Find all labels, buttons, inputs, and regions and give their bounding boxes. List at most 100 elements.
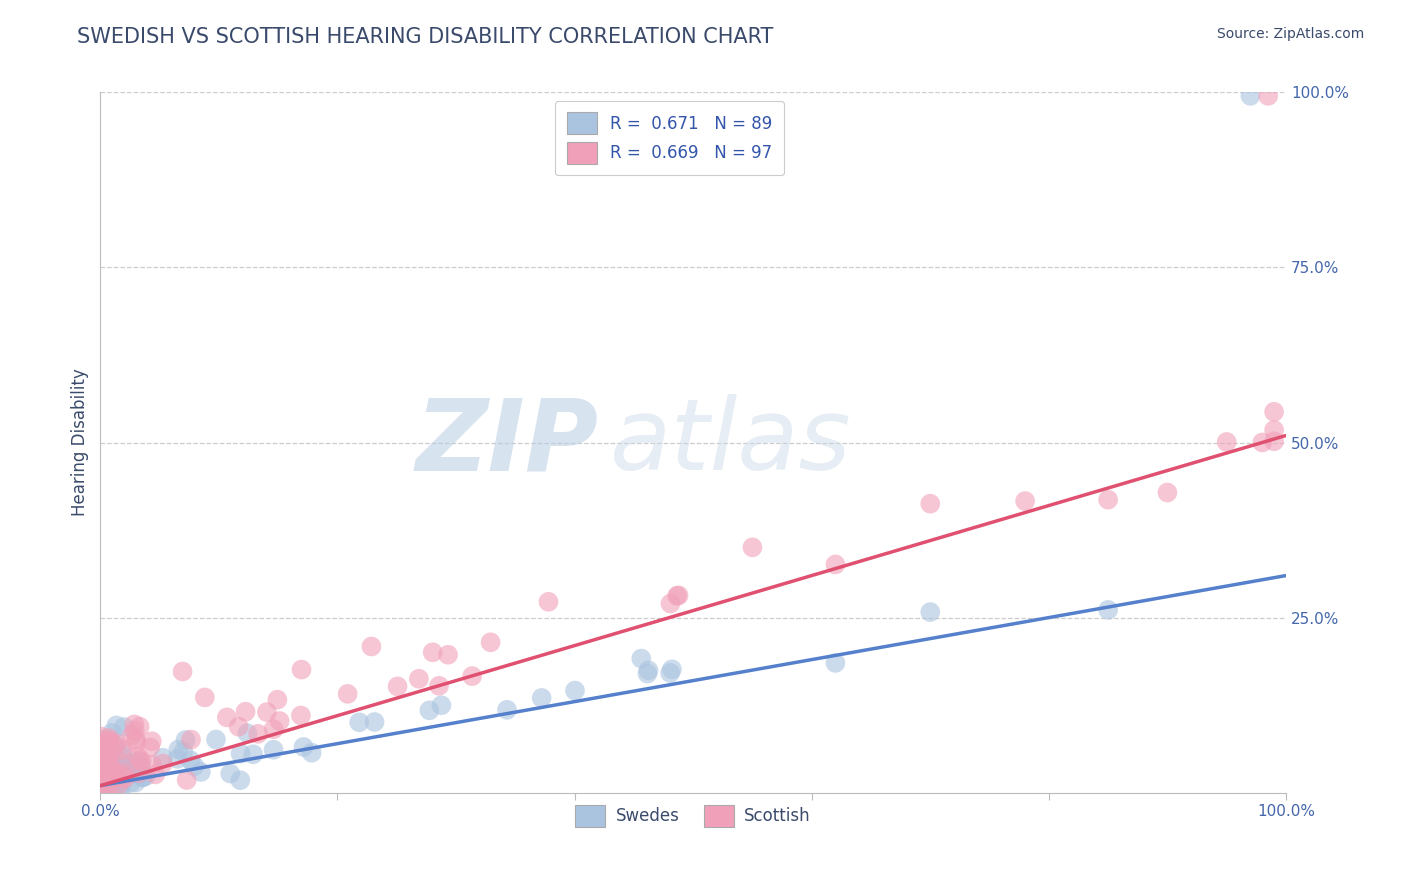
- Point: [98, 738, 121, 752]
- Point: [97, 749, 120, 764]
- Point: [104, 772, 127, 786]
- Point: [242, 747, 264, 762]
- Point: [659, 665, 682, 680]
- Point: [235, 705, 257, 719]
- Point: [190, 764, 212, 779]
- Point: [422, 645, 444, 659]
- Point: [105, 776, 128, 790]
- Point: [215, 710, 238, 724]
- Point: [266, 692, 288, 706]
- Point: [125, 736, 148, 750]
- Point: [172, 665, 194, 679]
- Point: [124, 775, 146, 789]
- Point: [94, 775, 117, 789]
- Point: [97, 754, 120, 768]
- Point: [104, 771, 127, 785]
- Point: [824, 656, 846, 670]
- Point: [661, 662, 683, 676]
- Point: [90, 780, 112, 794]
- Point: [89, 778, 111, 792]
- Point: [408, 672, 430, 686]
- Point: [103, 771, 125, 785]
- Point: [229, 747, 252, 761]
- Point: [98, 760, 121, 774]
- Point: [152, 750, 174, 764]
- Point: [496, 703, 519, 717]
- Point: [128, 720, 150, 734]
- Text: Source: ZipAtlas.com: Source: ZipAtlas.com: [1216, 27, 1364, 41]
- Point: [90, 767, 112, 781]
- Point: [180, 732, 202, 747]
- Point: [427, 679, 450, 693]
- Point: [256, 705, 278, 719]
- Point: [89, 762, 111, 776]
- Point: [89, 764, 111, 778]
- Point: [564, 683, 586, 698]
- Point: [143, 767, 166, 781]
- Point: [111, 762, 134, 776]
- Text: atlas: atlas: [610, 394, 852, 491]
- Point: [228, 720, 250, 734]
- Point: [141, 757, 163, 772]
- Text: SWEDISH VS SCOTTISH HEARING DISABILITY CORRELATION CHART: SWEDISH VS SCOTTISH HEARING DISABILITY C…: [77, 27, 773, 46]
- Point: [89, 730, 111, 744]
- Point: [125, 732, 148, 747]
- Point: [97, 784, 120, 798]
- Point: [103, 763, 125, 777]
- Point: [101, 753, 124, 767]
- Point: [96, 743, 118, 757]
- Point: [636, 666, 658, 681]
- Point: [90, 780, 112, 795]
- Point: [461, 669, 484, 683]
- Point: [124, 723, 146, 738]
- Point: [89, 772, 111, 787]
- Legend: Swedes, Scottish: Swedes, Scottish: [569, 798, 817, 833]
- Point: [90, 751, 112, 765]
- Point: [89, 773, 111, 788]
- Point: [637, 663, 659, 677]
- Point: [96, 751, 118, 765]
- Point: [141, 734, 163, 748]
- Point: [97, 731, 120, 745]
- Point: [1263, 405, 1285, 419]
- Point: [194, 690, 217, 705]
- Point: [920, 497, 942, 511]
- Point: [430, 698, 453, 713]
- Point: [183, 759, 205, 773]
- Point: [97, 749, 120, 764]
- Point: [94, 764, 117, 778]
- Point: [90, 765, 112, 780]
- Point: [128, 765, 150, 780]
- Point: [100, 770, 122, 784]
- Point: [132, 770, 155, 784]
- Point: [246, 727, 269, 741]
- Point: [103, 779, 125, 793]
- Point: [114, 766, 136, 780]
- Point: [91, 762, 114, 776]
- Point: [101, 772, 124, 786]
- Point: [128, 766, 150, 780]
- Point: [124, 717, 146, 731]
- Point: [1156, 485, 1178, 500]
- Point: [347, 715, 370, 730]
- Point: [128, 754, 150, 768]
- Point: [920, 605, 942, 619]
- Point: [110, 756, 132, 770]
- Point: [530, 690, 553, 705]
- Point: [89, 765, 111, 780]
- Point: [172, 745, 194, 759]
- Point: [90, 768, 112, 782]
- Point: [93, 771, 115, 785]
- Point: [118, 764, 141, 779]
- Point: [152, 756, 174, 771]
- Point: [111, 756, 134, 770]
- Point: [166, 752, 188, 766]
- Point: [101, 726, 124, 740]
- Point: [131, 754, 153, 768]
- Point: [1263, 434, 1285, 449]
- Point: [180, 753, 202, 767]
- Point: [131, 770, 153, 784]
- Point: [105, 718, 128, 732]
- Point: [139, 740, 162, 755]
- Point: [292, 739, 315, 754]
